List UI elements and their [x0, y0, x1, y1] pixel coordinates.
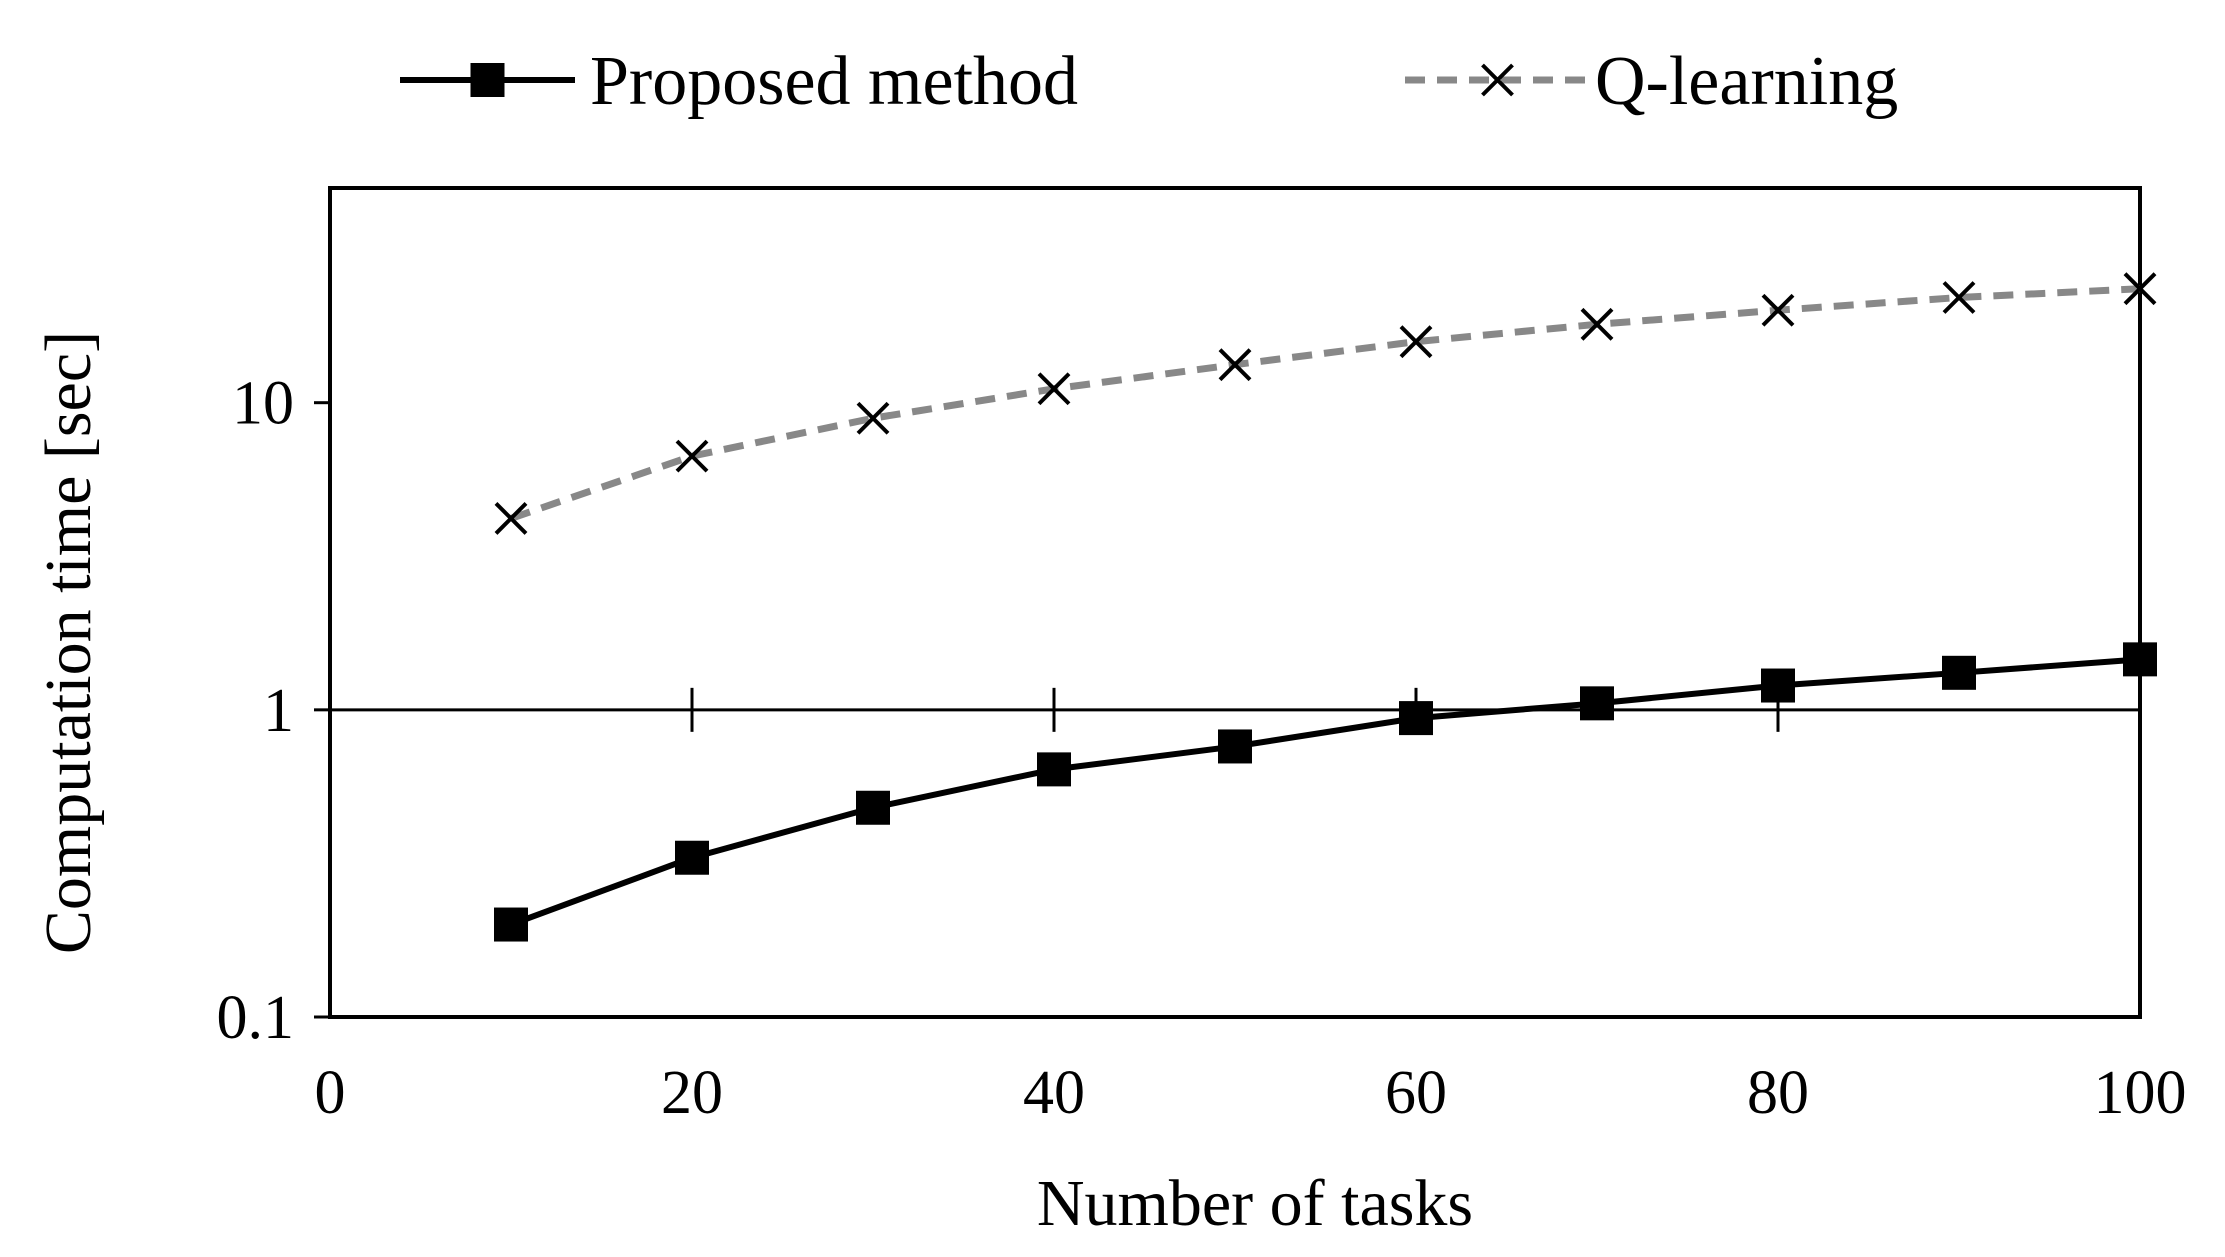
series-line	[509, 285, 2141, 522]
x-tick-label: 100	[2094, 1059, 2187, 1127]
data-point	[675, 840, 709, 875]
data-point	[856, 401, 890, 435]
series-line	[509, 656, 2141, 928]
data-point	[1037, 372, 1071, 406]
data-point	[494, 907, 528, 942]
data-point	[856, 790, 890, 825]
y-tick-label: 1	[263, 677, 294, 745]
x-tick-label: 60	[1385, 1059, 1447, 1127]
y-tick-label: 0.1	[217, 984, 295, 1052]
legend-entry: Proposed method	[400, 43, 1078, 120]
legend-marker	[1481, 63, 1514, 97]
legend-label: Proposed method	[590, 43, 1078, 120]
data-point	[494, 501, 528, 535]
series-q-learning	[494, 272, 2157, 535]
legend: Proposed method Q-learning	[400, 43, 1898, 120]
x-tick-label: 20	[661, 1059, 723, 1127]
legend-label: Q-learning	[1595, 43, 1898, 120]
data-point	[1218, 729, 1252, 764]
y-axis-title: Computation time [sec]	[32, 331, 105, 954]
data-point	[1761, 293, 1795, 327]
data-point	[1580, 686, 1614, 721]
axes: 0 20 40 60 80 100 0.1 1 10	[217, 370, 2187, 1127]
data-point	[1399, 701, 1433, 736]
y-tick-label: 10	[232, 370, 294, 438]
data-point	[1942, 655, 1976, 690]
data-point	[1761, 668, 1795, 703]
data-point	[2123, 272, 2157, 306]
data-point	[1399, 325, 1433, 359]
series-layer	[494, 272, 2157, 942]
x-tick-label: 80	[1747, 1059, 1809, 1127]
legend-marker	[470, 63, 505, 97]
data-point	[1942, 281, 1976, 314]
data-point	[675, 439, 709, 473]
legend-entry: Q-learning	[1405, 43, 1898, 120]
data-point	[1218, 348, 1252, 382]
x-axis-title: Number of tasks	[1037, 1167, 1473, 1240]
data-point	[1037, 752, 1071, 787]
x-tick-label: 0	[315, 1059, 346, 1127]
data-point	[2123, 642, 2157, 677]
data-point	[1580, 307, 1614, 341]
plot-area-frame	[328, 186, 2142, 1019]
series-proposed-method	[494, 642, 2157, 942]
x-tick-label: 40	[1023, 1059, 1085, 1127]
